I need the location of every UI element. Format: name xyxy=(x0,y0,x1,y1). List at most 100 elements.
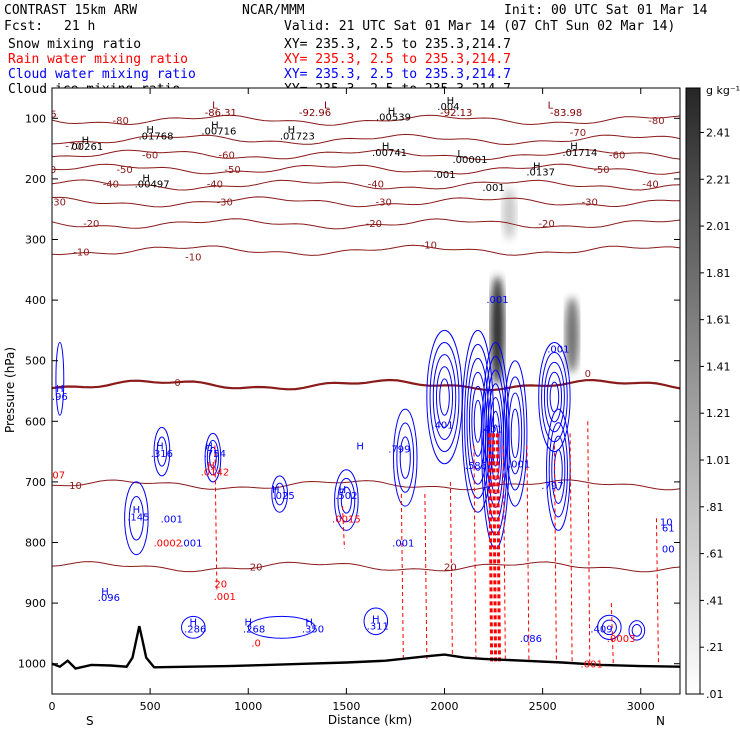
isotherm-line xyxy=(52,218,680,230)
colorbar-tick-label: .01 xyxy=(706,688,724,701)
contour-value-label: .086 xyxy=(520,634,542,645)
isotherm-label: -20 xyxy=(538,219,554,230)
contour-value-label: H xyxy=(156,442,164,453)
colorbar xyxy=(685,87,701,695)
cloud-water-contour xyxy=(247,615,316,639)
cloud-water-contour xyxy=(209,446,217,469)
terrain-line xyxy=(52,625,680,670)
contour-value-label: H xyxy=(82,136,90,147)
contour-value-label: H xyxy=(211,120,219,131)
contour-value-label: H xyxy=(447,96,455,107)
contour-value-label: H xyxy=(339,485,347,496)
isotherm-line xyxy=(52,479,680,491)
isotherm-label: -70 xyxy=(570,128,586,139)
isotherm-label: -10 xyxy=(73,248,89,259)
cloud-water-contour xyxy=(435,366,454,428)
cloud-water-contour xyxy=(181,615,206,639)
contour-value-label: H xyxy=(56,384,64,395)
isotherm-label: -10 xyxy=(185,252,201,263)
cloud-water-contour xyxy=(543,361,565,433)
cloud-water-contour xyxy=(464,343,492,499)
y-tick-label: 700 xyxy=(25,476,46,489)
contour-value-label: .0 xyxy=(251,638,261,649)
y-tick-label: 900 xyxy=(25,597,46,610)
contour-value-label: -92.96 xyxy=(299,108,331,119)
contour-value-label: H xyxy=(533,162,541,173)
contour-value-label: H xyxy=(382,142,390,153)
cloud-water-contour xyxy=(490,410,501,481)
contour-value-label: .409 xyxy=(590,625,612,636)
contour-value-label: -86.31 xyxy=(205,108,237,119)
cloud-water-contour xyxy=(396,422,415,493)
north-label: N xyxy=(656,714,665,728)
contour-value-label: L xyxy=(212,100,218,111)
cloud-water-contour xyxy=(337,477,356,523)
rain-water-contour xyxy=(488,433,494,664)
contour-value-label: L xyxy=(548,100,554,111)
south-label: S xyxy=(86,714,94,728)
contour-value-label: .0015 xyxy=(332,514,361,525)
contour-value-label: 12.66 xyxy=(28,109,57,120)
x-tick-label: 2500 xyxy=(529,700,557,713)
isotherm-label: -30 xyxy=(582,197,598,208)
contour-value-label: H xyxy=(101,587,109,598)
rain-water-contour xyxy=(610,603,614,664)
isotherm-label: 0 xyxy=(585,369,591,380)
contour-value-label: .0137 xyxy=(526,168,555,179)
isotherm-label: -40 xyxy=(207,180,223,191)
contour-value-label: .797 xyxy=(541,481,563,492)
x-tick-label: 500 xyxy=(140,700,161,713)
rain-water-contour xyxy=(553,445,557,663)
isotherm-label: -30 xyxy=(375,197,391,208)
contour-value-label: .025 xyxy=(272,491,294,502)
contour-value-label: .316 xyxy=(151,449,173,460)
colorbar-tick-label: 2.41 xyxy=(706,126,731,139)
contour-value-label: H xyxy=(207,461,215,472)
contour-value-label: .096 xyxy=(98,593,120,604)
x-tick-label: 0 xyxy=(49,700,56,713)
y-tick-label: 200 xyxy=(25,173,46,186)
isotherm-label: 0 xyxy=(174,378,180,389)
cloud-water-contour xyxy=(399,436,411,479)
isotherm-label: -60 xyxy=(218,151,234,162)
rain-water-contour xyxy=(449,481,453,655)
isotherm-label: -30 xyxy=(50,197,66,208)
colorbar-tick-label: 1.81 xyxy=(706,267,731,280)
colorbar-tick-label: .21 xyxy=(706,641,724,654)
y-tick-label: 800 xyxy=(25,537,46,550)
cloud-water-contour xyxy=(429,342,460,453)
contour-value-label: .268 xyxy=(243,625,265,636)
rain-water-contour xyxy=(569,433,573,662)
cloud-water-contour xyxy=(502,360,528,507)
contour-value-label: .0003 xyxy=(607,634,636,645)
isotherm-label: 20 xyxy=(444,563,457,574)
isotherm-line xyxy=(52,114,680,126)
legend-field-label: Cloud water mixing ratio xyxy=(8,67,196,82)
contour-value-label: .502 xyxy=(335,491,357,502)
contour-value-label: .001 xyxy=(161,514,183,525)
contour-value-label: .799 xyxy=(388,445,410,456)
isotherm-label: -60 xyxy=(609,151,625,162)
contour-value-label: .01714 xyxy=(562,148,597,159)
contour-value-label: .01723 xyxy=(280,131,315,142)
x-axis: 0 500 1000 1500 2000 2500 3000 xyxy=(49,88,655,713)
contour-value-label: H xyxy=(244,617,252,628)
isotherm-label: -20 xyxy=(83,219,99,230)
y-tick-label: 100 xyxy=(25,112,46,125)
contour-value-label: L xyxy=(324,100,330,111)
contour-value-label: .001 xyxy=(547,345,569,356)
contour-value-label: .350 xyxy=(302,625,324,636)
contour-value-label: .001 xyxy=(482,183,504,194)
rain-water-contour xyxy=(502,445,506,663)
x-tick-label: 2000 xyxy=(431,700,459,713)
cloud-water-contour xyxy=(601,619,617,636)
fcst-value: 21 h xyxy=(64,19,95,34)
contour-value-label: 20 xyxy=(214,580,227,591)
rain-water-contour xyxy=(526,445,530,662)
isotherm-label: -30 xyxy=(217,197,233,208)
contour-value-label: .001 xyxy=(392,539,414,550)
cloud-water-contour xyxy=(546,371,563,423)
cloud-water-contour xyxy=(551,435,566,504)
